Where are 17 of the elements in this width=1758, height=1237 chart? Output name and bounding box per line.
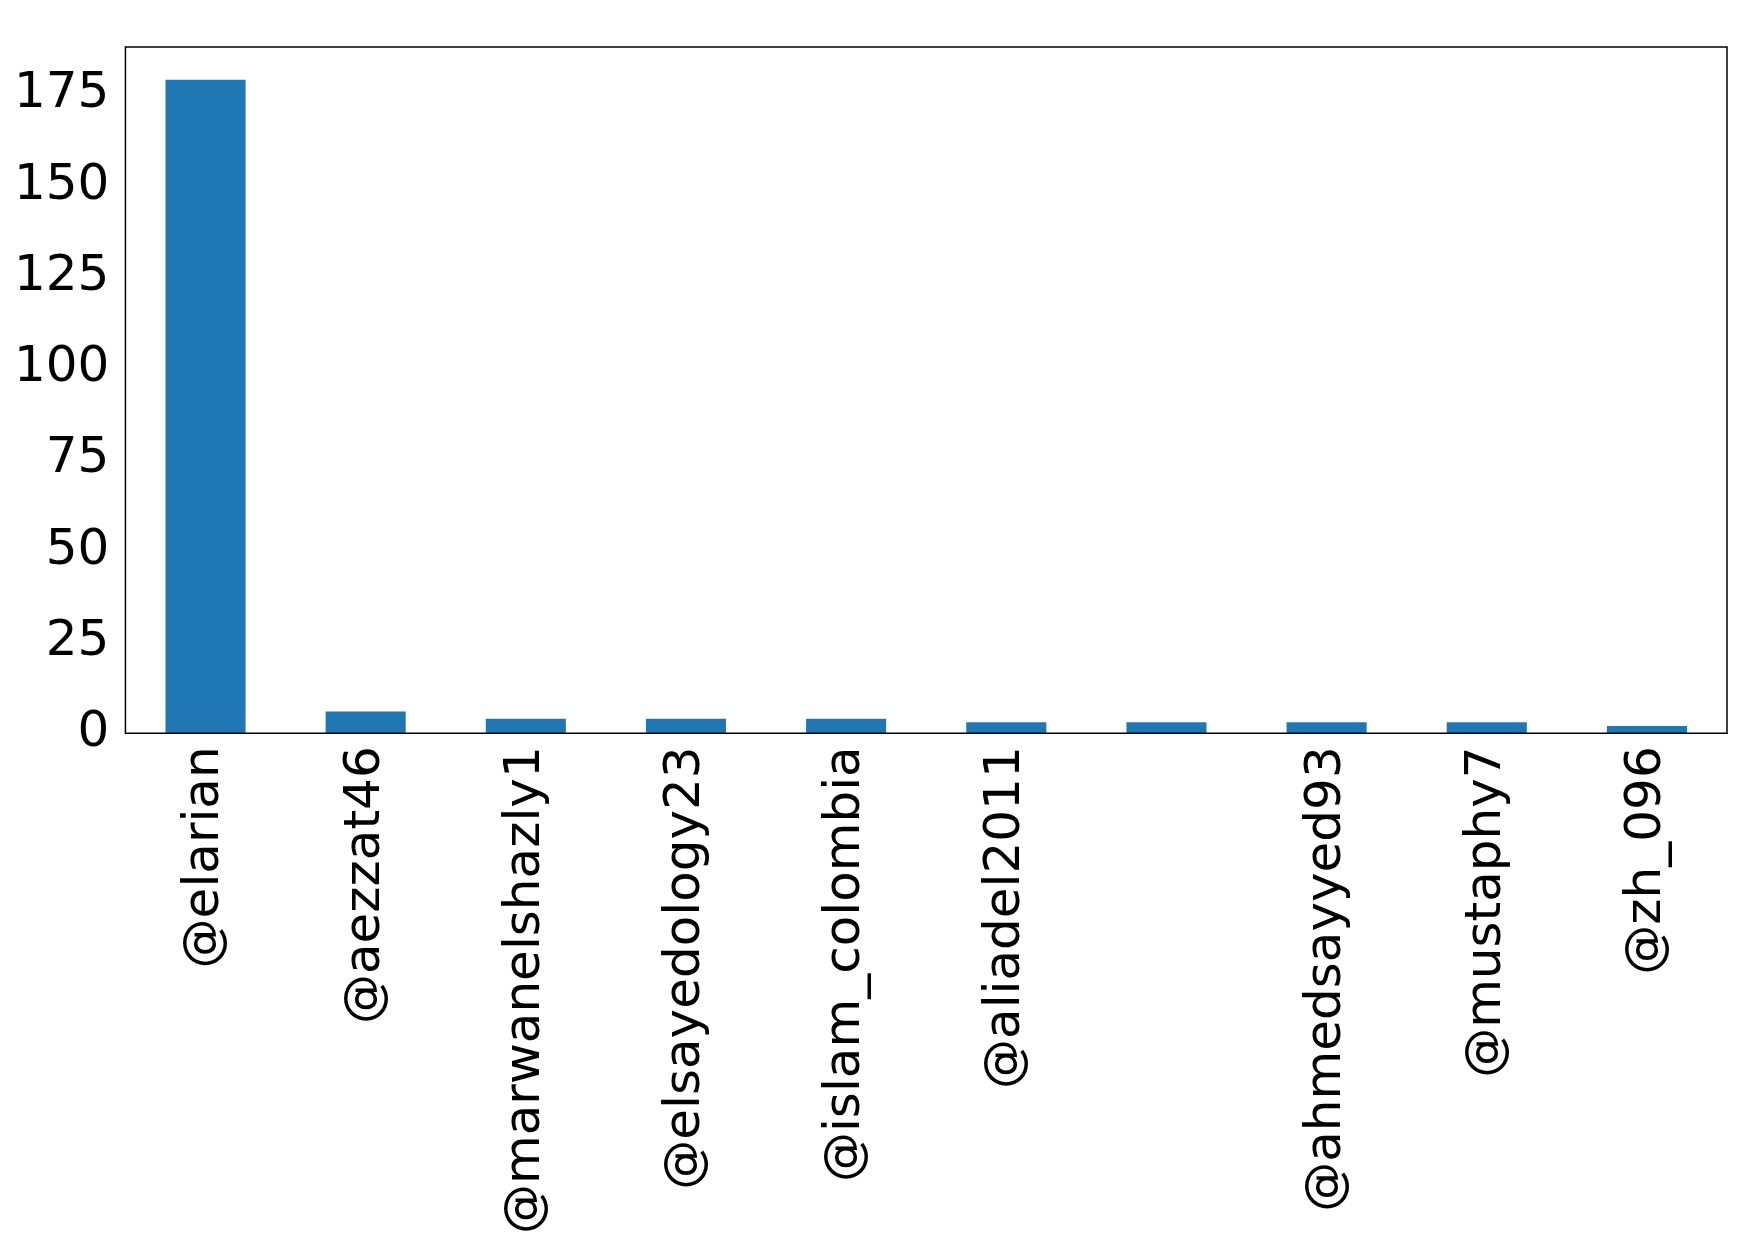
x-tick-label: @islam_colombia: [813, 746, 872, 1183]
x-tick-label: @marwanelshazly1: [492, 746, 551, 1235]
x-tick-label: @elsayedology23: [652, 746, 711, 1190]
y-tick-label: 50: [45, 517, 110, 576]
x-tick-label: @ahmedsayyed93: [1293, 746, 1352, 1212]
y-tick-label: 150: [14, 152, 110, 211]
y-tick-label: 25: [45, 609, 110, 668]
x-tick-label: @aliadel2011: [973, 746, 1032, 1090]
y-tick-label: 125: [14, 243, 110, 302]
y-tick-label: 100: [14, 335, 110, 394]
y-tick-label: 75: [45, 426, 110, 485]
x-tick-label: @aezzat46: [332, 746, 391, 1025]
x-tick-label: @elarian: [172, 746, 231, 969]
y-tick-label: 0: [77, 700, 110, 759]
x-tick-label: @mustaphy7: [1453, 746, 1512, 1078]
x-tick-label: @zh_096: [1613, 746, 1672, 975]
y-tick-label: 175: [14, 61, 110, 120]
